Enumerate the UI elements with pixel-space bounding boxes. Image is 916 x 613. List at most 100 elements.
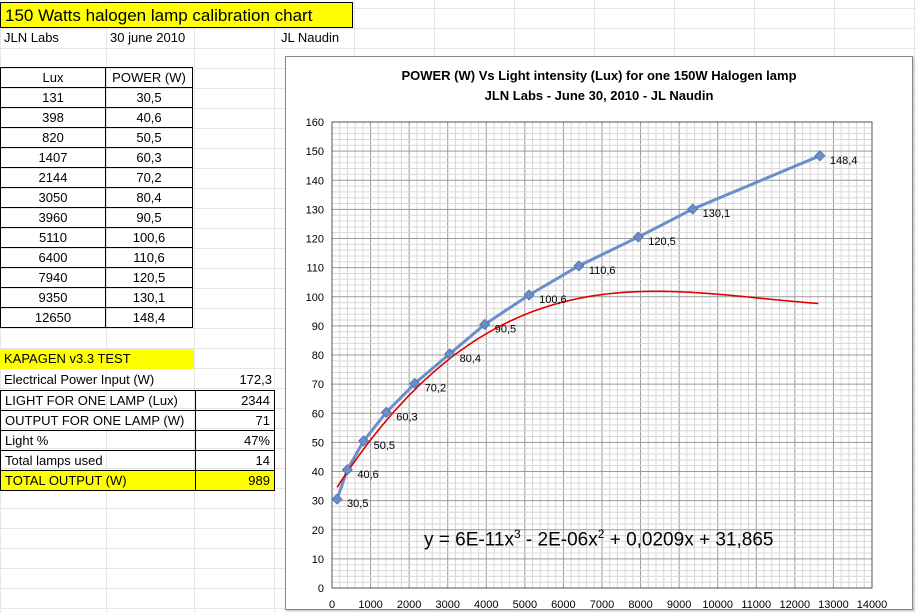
data-label: 130,1 (703, 208, 731, 220)
power-cell[interactable]: 90,5 (105, 207, 193, 228)
chart-container[interactable]: POWER (W) Vs Light intensity (Lux) for o… (285, 56, 913, 610)
lux-cell[interactable]: 3960 (0, 207, 106, 228)
input-label[interactable]: Electrical Power Input (W) (4, 372, 155, 387)
equation-part-3: + 0,0209x + 31,865 (604, 529, 774, 551)
data-point (632, 231, 644, 243)
table-row: 12650 148,4 (0, 307, 193, 328)
lux-cell[interactable]: 1407 (0, 147, 106, 168)
data-label: 90,5 (495, 323, 516, 335)
y-tick-label: 100 (306, 292, 324, 304)
data-point (573, 260, 585, 272)
power-cell[interactable]: 130,1 (105, 287, 193, 308)
test-row: OUTPUT FOR ONE LAMP (W) 71 (0, 410, 275, 431)
table-row: 2144 70,2 (0, 167, 193, 188)
data-point (358, 435, 370, 447)
test-value[interactable]: 71 (195, 410, 275, 431)
lux-header[interactable]: Lux (0, 67, 106, 88)
power-header[interactable]: POWER (W) (105, 67, 193, 88)
chart-subtitle: JLN Labs - June 30, 2010 - JL Naudin (484, 88, 714, 103)
trendline-equation: y = 6E-11x3 - 2E-06x2 + 0,0209x + 31,865 (424, 527, 773, 551)
y-tick-label: 20 (312, 525, 324, 537)
lux-cell[interactable]: 5110 (0, 227, 106, 248)
data-point (814, 150, 826, 162)
power-cell[interactable]: 30,5 (105, 87, 193, 108)
y-tick-label: 160 (306, 117, 324, 129)
x-tick-label: 13000 (818, 599, 849, 609)
data-label: 80,4 (460, 353, 481, 365)
test-label[interactable]: LIGHT FOR ONE LAMP (Lux) (0, 390, 196, 411)
y-tick-label: 140 (306, 175, 324, 187)
lux-cell[interactable]: 12650 (0, 307, 106, 328)
y-tick-label: 60 (312, 408, 324, 420)
x-tick-label: 10000 (702, 599, 733, 609)
test-label[interactable]: Total lamps used (0, 450, 196, 471)
test-results-table: LIGHT FOR ONE LAMP (Lux) 2344 OUTPUT FOR O… (0, 390, 275, 491)
data-label: 148,4 (830, 155, 858, 167)
power-cell[interactable]: 148,4 (105, 307, 193, 328)
data-label: 70,2 (425, 383, 446, 395)
test-row: LIGHT FOR ONE LAMP (Lux) 2344 (0, 390, 275, 411)
author-cell[interactable]: JL Naudin (281, 30, 340, 45)
power-cell[interactable]: 60,3 (105, 147, 193, 168)
lux-cell[interactable]: 9350 (0, 287, 106, 308)
test-value[interactable]: 47% (195, 430, 275, 451)
y-tick-label: 70 (312, 379, 324, 391)
plot-area (331, 121, 873, 589)
y-tick-label: 50 (312, 437, 324, 449)
x-tick-label: 1000 (358, 599, 382, 609)
lux-cell[interactable]: 820 (0, 127, 106, 148)
table-row: 3050 80,4 (0, 187, 193, 208)
power-cell[interactable]: 120,5 (105, 267, 193, 288)
data-label: 60,3 (396, 411, 417, 423)
test-label[interactable]: OUTPUT FOR ONE LAMP (W) (0, 410, 196, 431)
data-point (523, 289, 535, 301)
lux-cell[interactable]: 6400 (0, 247, 106, 268)
x-tick-label: 5000 (513, 599, 537, 609)
input-value[interactable]: 172,3 (239, 372, 272, 387)
y-tick-label: 130 (306, 204, 324, 216)
power-cell[interactable]: 40,6 (105, 107, 193, 128)
equation-part-2: - 2E-06x (520, 529, 598, 551)
data-label: 30,5 (347, 498, 368, 510)
power-cell[interactable]: 100,6 (105, 227, 193, 248)
equation-exp-3: 3 (513, 527, 521, 541)
y-tick-label: 150 (306, 146, 324, 158)
y-tick-label: 0 (318, 583, 324, 595)
test-heading[interactable]: KAPAGEN v3.3 TEST (0, 349, 194, 369)
test-label[interactable]: Light % (0, 430, 196, 451)
test-value[interactable]: 2344 (195, 390, 275, 411)
power-cell[interactable]: 80,4 (105, 187, 193, 208)
trendline (336, 290, 819, 488)
power-cell[interactable]: 70,2 (105, 167, 193, 188)
data-label: 50,5 (374, 440, 395, 452)
table-row: 131 30,5 (0, 87, 193, 108)
lux-cell[interactable]: 3050 (0, 187, 106, 208)
sheet-title[interactable]: 150 Watts halogen lamp calibration chart (0, 2, 353, 28)
test-row: Light % 47% (0, 430, 275, 451)
power-cell[interactable]: 110,6 (105, 247, 193, 268)
y-tick-label: 80 (312, 350, 324, 362)
total-row: TOTAL OUTPUT (W) 989 (0, 470, 275, 491)
total-value[interactable]: 989 (195, 470, 275, 491)
power-cell[interactable]: 50,5 (105, 127, 193, 148)
y-tick-label: 30 (312, 496, 324, 508)
lux-cell[interactable]: 398 (0, 107, 106, 128)
test-value[interactable]: 14 (195, 450, 275, 471)
lux-cell[interactable]: 131 (0, 87, 106, 108)
x-tick-label: 2000 (397, 599, 421, 609)
x-tick-label: 3000 (435, 599, 459, 609)
date-cell[interactable]: 30 june 2010 (110, 30, 186, 45)
table-row: 3960 90,5 (0, 207, 193, 228)
lux-cell[interactable]: 2144 (0, 167, 106, 188)
table-row: 398 40,6 (0, 107, 193, 128)
org-cell[interactable]: JLN Labs (4, 30, 59, 45)
data-label: 40,6 (357, 469, 378, 481)
total-label[interactable]: TOTAL OUTPUT (W) (0, 470, 196, 491)
chart-title: POWER (W) Vs Light intensity (Lux) for o… (401, 68, 797, 83)
data-point (479, 318, 491, 330)
equation-part-1: y = 6E-11x (424, 529, 514, 551)
lux-cell[interactable]: 7940 (0, 267, 106, 288)
y-tick-label: 120 (306, 234, 324, 246)
chart-plot: 0 1000 2000 3000 4000 5000 6000 7000 8000 9000 100… (306, 117, 888, 609)
